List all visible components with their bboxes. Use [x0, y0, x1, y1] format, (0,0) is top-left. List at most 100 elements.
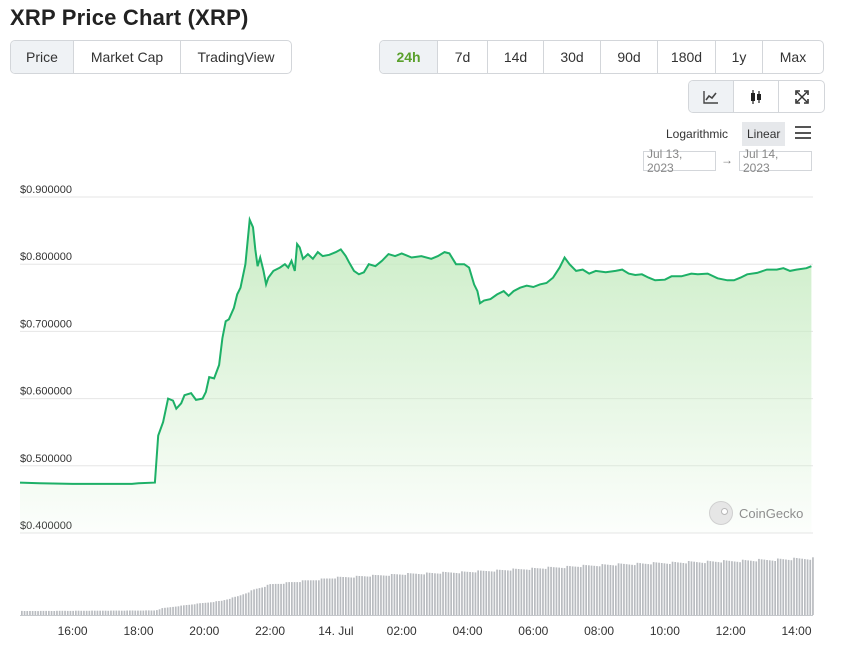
volume-bar	[266, 584, 269, 615]
volume-bar	[461, 571, 463, 615]
chart-type-tabs	[688, 80, 825, 113]
volume-bar	[77, 610, 80, 615]
volume-bar	[166, 607, 169, 615]
volume-bar	[480, 570, 482, 615]
volume-bar	[628, 564, 631, 615]
volume-bar	[191, 604, 193, 615]
volume-bar	[210, 602, 212, 615]
volume-bar	[474, 572, 477, 615]
y-tick-label: $0.900000	[20, 184, 72, 196]
volume-bar	[747, 560, 749, 615]
volume-bar	[693, 561, 695, 615]
volume-bar	[393, 574, 396, 615]
coingecko-logo-icon	[709, 501, 733, 525]
volume-bar	[207, 602, 209, 615]
volume-bar	[520, 569, 523, 615]
volume-bar	[156, 610, 158, 615]
tab-tradingview[interactable]: TradingView	[197, 49, 275, 65]
volume-bar	[158, 609, 161, 615]
volume-bar	[188, 604, 191, 615]
volume-bar	[201, 603, 204, 615]
volume-bar	[515, 568, 517, 615]
range-1y-button[interactable]: 1y	[716, 41, 763, 73]
volume-bar	[285, 582, 288, 615]
volume-bar	[61, 610, 64, 615]
volume-bar	[779, 558, 782, 615]
volume-bar	[288, 582, 290, 615]
volume-bar	[658, 562, 660, 615]
price-area	[20, 219, 812, 534]
y-tick-label: $0.600000	[20, 386, 72, 398]
range-30d-button[interactable]: 30d	[544, 41, 601, 73]
volume-bar	[409, 573, 412, 615]
range-max-button[interactable]: Max	[779, 49, 807, 65]
expand-button[interactable]	[779, 81, 824, 112]
volume-bar	[75, 610, 77, 615]
volume-bar	[787, 559, 790, 615]
volume-bar	[453, 572, 455, 615]
volume-bar	[625, 564, 628, 615]
volume-bar	[798, 558, 801, 615]
volume-bar	[58, 610, 61, 615]
volume-bar	[682, 563, 685, 615]
volume-bar	[199, 603, 201, 615]
volume-bar	[806, 559, 809, 615]
volume-bar	[544, 568, 547, 615]
volume-bar	[558, 567, 560, 615]
logarithmic-scale-toggle[interactable]: Logarithmic	[666, 127, 729, 141]
volume-bar	[696, 562, 698, 615]
volume-bar	[525, 569, 528, 615]
range-180d-button[interactable]: 180d	[658, 41, 716, 73]
volume-bar	[258, 588, 261, 615]
volume-bar	[652, 562, 655, 615]
tab-price[interactable]: Price	[11, 41, 74, 73]
volume-bar	[590, 565, 593, 615]
candlestick-button[interactable]	[734, 81, 779, 112]
volume-bar	[307, 580, 309, 615]
volume-bar	[504, 570, 506, 615]
volume-bar	[588, 565, 590, 615]
line-chart-button[interactable]	[689, 81, 734, 112]
volume-bar	[566, 565, 569, 615]
volume-bar	[736, 561, 739, 615]
volume-bar	[129, 610, 131, 615]
volume-bar	[760, 559, 763, 615]
volume-bar	[569, 566, 571, 615]
hamburger-menu-icon[interactable]	[795, 126, 811, 139]
range-24h-button[interactable]: 24h	[380, 41, 438, 73]
date-range-arrow: →	[721, 153, 733, 167]
volume-bar	[428, 572, 431, 615]
volume-bar	[239, 595, 242, 615]
volume-bar	[426, 572, 428, 615]
volume-bar	[407, 573, 409, 615]
volume-bar	[350, 577, 353, 615]
volume-bar	[342, 577, 344, 615]
volume-bar	[450, 572, 452, 615]
volume-bar	[517, 569, 520, 615]
volume-bar	[714, 561, 717, 615]
volume-bar	[282, 583, 285, 615]
tab-market-cap[interactable]: Market Cap	[74, 41, 181, 73]
range-7d-button[interactable]: 7d	[438, 41, 488, 73]
volume-bar	[353, 577, 355, 615]
volume-bar	[102, 610, 104, 615]
range-14d-button[interactable]: 14d	[488, 41, 544, 73]
volume-bar	[717, 562, 720, 615]
volume-bar	[139, 610, 142, 615]
volume-bar	[396, 574, 398, 615]
volume-bar	[374, 575, 377, 615]
volume-bar	[612, 565, 614, 615]
volume-bar	[34, 611, 37, 615]
date-from-input[interactable]: Jul 13, 2023	[643, 147, 716, 175]
linear-scale-toggle[interactable]: Linear	[742, 122, 786, 146]
volume-bar	[404, 574, 407, 615]
volume-bar	[339, 576, 342, 615]
volume-bar	[326, 578, 328, 615]
volume-bar	[809, 559, 812, 615]
volume-bar	[377, 575, 380, 615]
range-90d-button[interactable]: 90d	[601, 41, 658, 73]
volume-bar	[755, 561, 758, 615]
volume-bar	[609, 565, 612, 615]
date-to-input[interactable]: Jul 14, 2023	[739, 147, 812, 175]
volume-bar	[463, 571, 466, 615]
